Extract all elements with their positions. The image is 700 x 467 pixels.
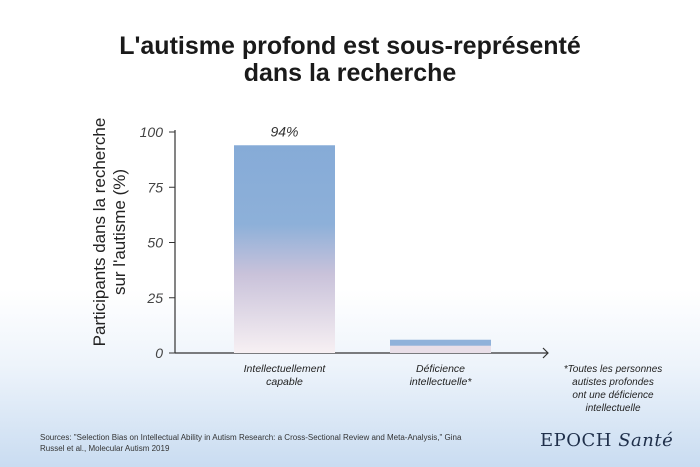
brand-name: EPOCH xyxy=(540,430,612,451)
x-tick-label: capable xyxy=(266,376,303,388)
brand-suffix: Santé xyxy=(618,430,674,451)
footnote-line: ont une déficience xyxy=(572,390,654,401)
y-tick-label: 100 xyxy=(140,124,164,140)
y-tick-label: 0 xyxy=(155,345,163,361)
page-title: L'autisme profond est sous-représenté da… xyxy=(0,33,700,87)
title-line-1: L'autisme profond est sous-représenté xyxy=(119,32,581,60)
brand-logo: EPOCH Santé xyxy=(540,430,673,451)
y-tick-label: 75 xyxy=(147,179,163,195)
footnote: *Toutes les personnes autistes profondes… xyxy=(548,363,678,415)
y-tick-label: 50 xyxy=(147,235,163,251)
footnote-line: intellectuelle xyxy=(585,403,641,414)
x-tick-label: Déficience xyxy=(416,363,465,375)
sources-line-2: Russel et al., Molecular Autism 2019 xyxy=(40,444,170,453)
bar xyxy=(234,145,335,353)
bar-shade xyxy=(390,345,491,353)
bar-data-label: 94% xyxy=(270,123,298,139)
y-tick-label: 25 xyxy=(146,290,163,306)
footnote-line: autistes profondes xyxy=(572,377,654,388)
footnote-line: *Toutes les personnes xyxy=(563,364,663,375)
x-tick-label: intellectuelle* xyxy=(410,376,473,388)
sources-line-1: Sources: "Selection Bias on Intellectual… xyxy=(40,433,462,442)
x-tick-label: Intellectuellement xyxy=(244,363,327,375)
title-line-2: dans la recherche xyxy=(243,59,457,87)
x-axis-arrow xyxy=(542,347,549,359)
sources-note: Sources: "Selection Bias on Intellectual… xyxy=(40,432,510,454)
